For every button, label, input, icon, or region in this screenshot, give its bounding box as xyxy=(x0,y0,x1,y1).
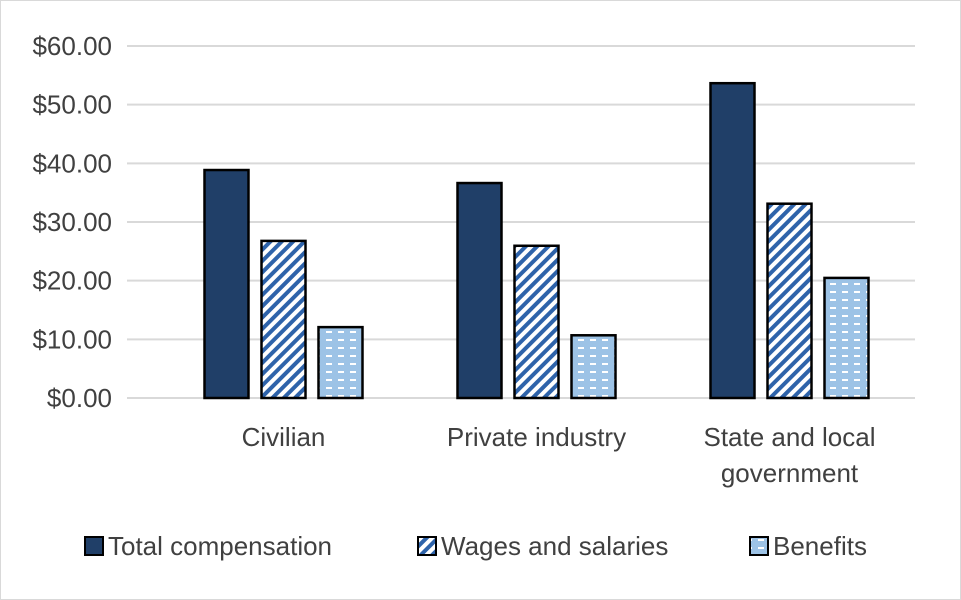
bar-total-compensation xyxy=(456,181,503,400)
legend-label: Total compensation xyxy=(108,531,332,561)
y-tick-label: $60.00 xyxy=(32,31,112,61)
legend-label: Benefits xyxy=(773,531,867,561)
x-tick-label: government xyxy=(721,458,859,488)
y-tick-label: $30.00 xyxy=(32,207,112,237)
legend-swatch xyxy=(749,536,769,556)
y-axis-tick-labels: $0.00 $10.00 $20.00 $30.00 $40.00 $50.00 $60.0… xyxy=(32,31,112,413)
x-tick-label: Civilian xyxy=(242,422,326,452)
bar-total-compensation xyxy=(203,168,250,400)
bar-benefits xyxy=(570,334,617,400)
bar-total-compensation xyxy=(709,81,756,400)
bar-benefits xyxy=(317,325,364,400)
legend-label: Wages and salaries xyxy=(441,531,668,561)
bar-wages-and-salaries xyxy=(513,244,560,400)
y-tick-label: $0.00 xyxy=(47,383,112,413)
x-axis-tick-labels: Civilian Private industry State and local g… xyxy=(242,422,876,488)
y-tick-label: $10.00 xyxy=(32,324,112,354)
legend-swatch xyxy=(417,536,437,556)
legend-swatch xyxy=(84,536,104,556)
legend: Total compensation Wages and salaries Bene… xyxy=(84,531,867,561)
y-tick-label: $20.00 xyxy=(32,266,112,296)
bars xyxy=(203,81,870,400)
x-tick-label: Private industry xyxy=(447,422,626,452)
bar-wages-and-salaries xyxy=(260,239,307,400)
bar-benefits xyxy=(823,276,870,400)
y-tick-label: $40.00 xyxy=(32,148,112,178)
x-tick-label: State and local xyxy=(703,422,875,452)
y-tick-label: $50.00 xyxy=(32,90,112,120)
bar-wages-and-salaries xyxy=(766,202,813,400)
